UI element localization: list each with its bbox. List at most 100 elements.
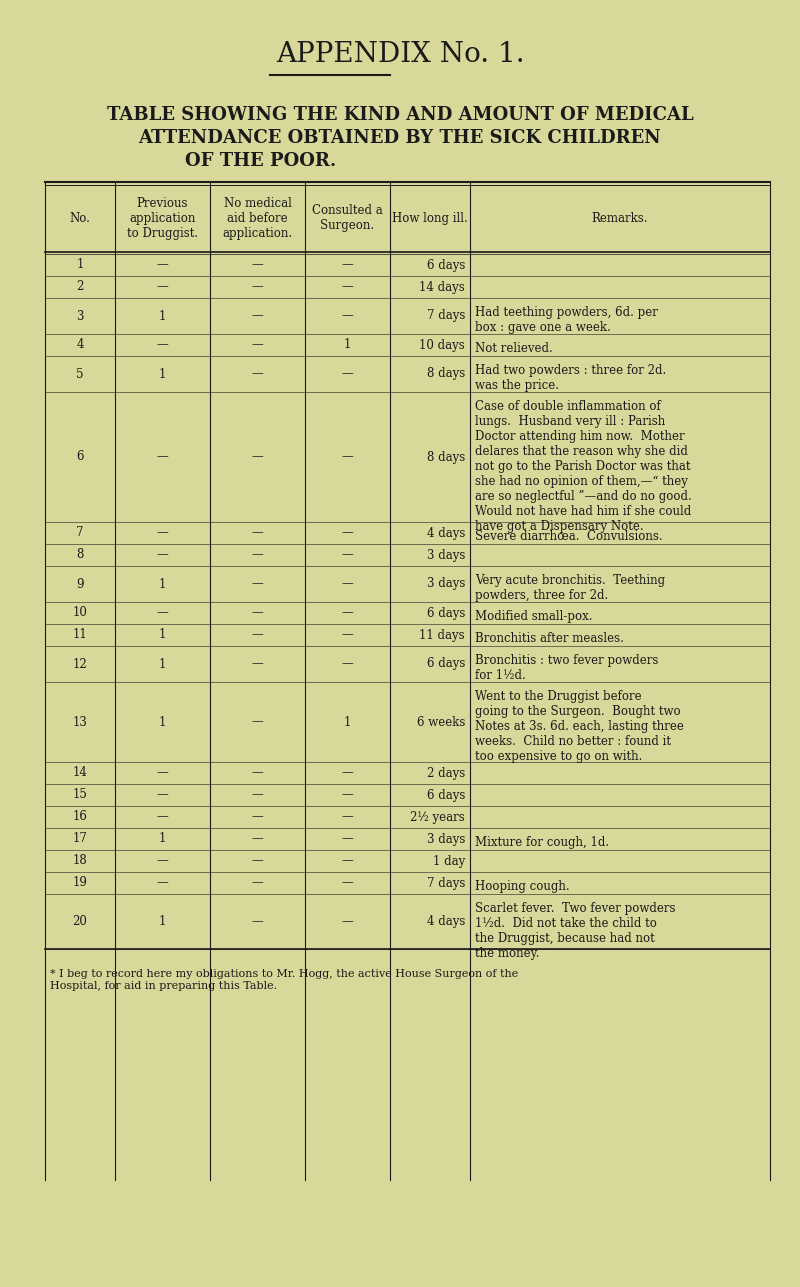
Text: 13: 13 bbox=[73, 716, 87, 728]
Text: —: — bbox=[252, 915, 263, 928]
Text: —: — bbox=[342, 259, 354, 272]
Text: —: — bbox=[252, 855, 263, 867]
Text: 6 days: 6 days bbox=[426, 259, 465, 272]
Text: 16: 16 bbox=[73, 811, 87, 824]
Text: —: — bbox=[342, 309, 354, 323]
Text: 6 days: 6 days bbox=[426, 606, 465, 619]
Text: 1 day: 1 day bbox=[433, 855, 465, 867]
Text: —: — bbox=[252, 259, 263, 272]
Text: —: — bbox=[342, 876, 354, 889]
Text: —: — bbox=[252, 767, 263, 780]
Text: 6 days: 6 days bbox=[426, 658, 465, 671]
Text: —: — bbox=[252, 606, 263, 619]
Text: 1: 1 bbox=[159, 716, 166, 728]
Text: —: — bbox=[252, 658, 263, 671]
Text: 3: 3 bbox=[76, 309, 84, 323]
Text: Had teething powders, 6d. per
box : gave one a week.: Had teething powders, 6d. per box : gave… bbox=[475, 306, 658, 335]
Text: Previous
application
to Druggist.: Previous application to Druggist. bbox=[127, 197, 198, 239]
Text: —: — bbox=[157, 338, 168, 351]
Text: —: — bbox=[342, 811, 354, 824]
Text: —: — bbox=[342, 578, 354, 591]
Text: 14: 14 bbox=[73, 767, 87, 780]
Text: APPENDIX No. 1.: APPENDIX No. 1. bbox=[276, 41, 524, 68]
Text: 1: 1 bbox=[159, 368, 166, 381]
Text: —: — bbox=[342, 915, 354, 928]
Text: * I beg to record here my obligations to Mr. Hogg, the active House Surgeon of t: * I beg to record here my obligations to… bbox=[50, 969, 518, 991]
Text: ATTENDANCE OBTAINED BY THE SICK CHILDREN: ATTENDANCE OBTAINED BY THE SICK CHILDREN bbox=[138, 129, 662, 147]
Text: Remarks.: Remarks. bbox=[592, 212, 648, 225]
Text: Went to the Druggist before
going to the Surgeon.  Bought two
Notes at 3s. 6d. e: Went to the Druggist before going to the… bbox=[475, 690, 684, 763]
Text: 10 days: 10 days bbox=[419, 338, 465, 351]
Text: —: — bbox=[157, 526, 168, 539]
Text: Case of double inflammation of
lungs.  Husband very ill : Parish
Doctor attendin: Case of double inflammation of lungs. Hu… bbox=[475, 400, 692, 533]
Text: 1: 1 bbox=[159, 658, 166, 671]
Text: —: — bbox=[157, 450, 168, 463]
Text: TABLE SHOWING THE KIND AND AMOUNT OF MEDICAL: TABLE SHOWING THE KIND AND AMOUNT OF MED… bbox=[106, 106, 694, 124]
Text: —: — bbox=[252, 548, 263, 561]
Text: —: — bbox=[252, 876, 263, 889]
Text: How long ill.: How long ill. bbox=[392, 212, 468, 225]
Text: 9: 9 bbox=[76, 578, 84, 591]
Text: Modified small-pox.: Modified small-pox. bbox=[475, 610, 593, 623]
Text: —: — bbox=[157, 789, 168, 802]
Text: —: — bbox=[252, 811, 263, 824]
Text: No.: No. bbox=[70, 212, 90, 225]
Text: 8: 8 bbox=[76, 548, 84, 561]
Text: 7 days: 7 days bbox=[426, 876, 465, 889]
Text: 6 weeks: 6 weeks bbox=[417, 716, 465, 728]
Text: Not relieved.: Not relieved. bbox=[475, 342, 553, 355]
Text: —: — bbox=[252, 716, 263, 728]
Text: —: — bbox=[342, 450, 354, 463]
Text: No medical
aid before
application.: No medical aid before application. bbox=[222, 197, 293, 239]
Text: Very acute bronchitis.  Teething
powders, three for 2d.: Very acute bronchitis. Teething powders,… bbox=[475, 574, 665, 602]
Text: 3 days: 3 days bbox=[426, 578, 465, 591]
Text: 1: 1 bbox=[76, 259, 84, 272]
Text: —: — bbox=[157, 548, 168, 561]
Text: 11 days: 11 days bbox=[419, 628, 465, 641]
Text: Had two powders : three for 2d.
was the price.: Had two powders : three for 2d. was the … bbox=[475, 364, 666, 393]
Text: —: — bbox=[252, 833, 263, 846]
Text: 1: 1 bbox=[159, 628, 166, 641]
Text: 3 days: 3 days bbox=[426, 833, 465, 846]
Text: 1: 1 bbox=[159, 578, 166, 591]
Text: —: — bbox=[157, 767, 168, 780]
Text: —: — bbox=[252, 368, 263, 381]
Text: 2 days: 2 days bbox=[426, 767, 465, 780]
Text: —: — bbox=[342, 855, 354, 867]
Text: —: — bbox=[157, 259, 168, 272]
Text: 18: 18 bbox=[73, 855, 87, 867]
Text: 2: 2 bbox=[76, 281, 84, 293]
Text: —: — bbox=[342, 548, 354, 561]
Text: —: — bbox=[252, 338, 263, 351]
Text: —: — bbox=[342, 789, 354, 802]
Text: —: — bbox=[252, 526, 263, 539]
Text: —: — bbox=[157, 811, 168, 824]
Text: OF THE POOR.: OF THE POOR. bbox=[185, 152, 336, 170]
Text: Bronchitis : two fever powders
for 1½d.: Bronchitis : two fever powders for 1½d. bbox=[475, 654, 658, 682]
Text: 2½ years: 2½ years bbox=[410, 811, 465, 824]
Text: —: — bbox=[252, 628, 263, 641]
Text: 12: 12 bbox=[73, 658, 87, 671]
Text: 4 days: 4 days bbox=[426, 915, 465, 928]
Text: —: — bbox=[342, 526, 354, 539]
Text: Severe diarrhœa.  Convulsions.: Severe diarrhœa. Convulsions. bbox=[475, 530, 662, 543]
Text: 17: 17 bbox=[73, 833, 87, 846]
Text: 10: 10 bbox=[73, 606, 87, 619]
Text: —: — bbox=[252, 450, 263, 463]
Text: —: — bbox=[342, 368, 354, 381]
Text: —: — bbox=[342, 658, 354, 671]
Text: 6 days: 6 days bbox=[426, 789, 465, 802]
Text: —: — bbox=[157, 855, 168, 867]
Text: —: — bbox=[342, 628, 354, 641]
Text: Bronchitis after measles.: Bronchitis after measles. bbox=[475, 632, 624, 645]
Text: —: — bbox=[252, 789, 263, 802]
Text: 4 days: 4 days bbox=[426, 526, 465, 539]
Text: 8 days: 8 days bbox=[426, 368, 465, 381]
Text: Mixture for cough, 1d.: Mixture for cough, 1d. bbox=[475, 837, 609, 849]
Text: —: — bbox=[342, 833, 354, 846]
Text: 5: 5 bbox=[76, 368, 84, 381]
Text: —: — bbox=[342, 606, 354, 619]
Text: 1: 1 bbox=[159, 833, 166, 846]
Text: 1: 1 bbox=[344, 716, 351, 728]
Text: —: — bbox=[157, 281, 168, 293]
